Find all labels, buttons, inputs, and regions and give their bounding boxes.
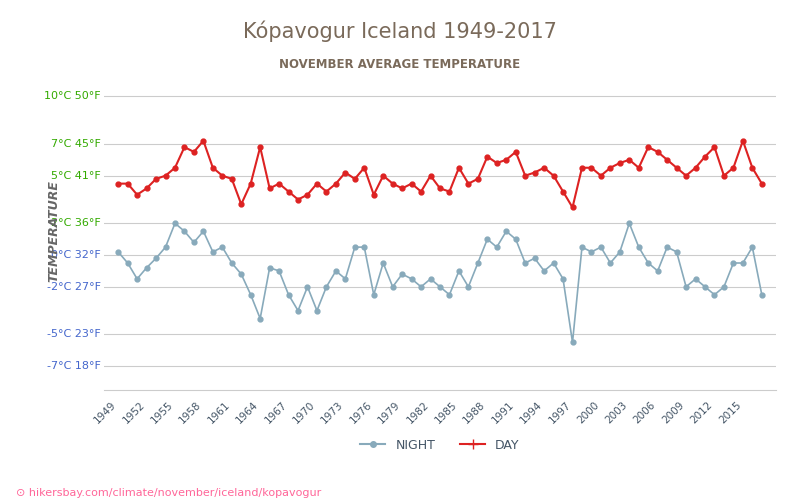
Text: 10°C 50°F: 10°C 50°F [44, 92, 101, 102]
Text: 0°C 32°F: 0°C 32°F [51, 250, 101, 260]
Text: NOVEMBER AVERAGE TEMPERATURE: NOVEMBER AVERAGE TEMPERATURE [279, 58, 521, 70]
Text: 5°C 41°F: 5°C 41°F [51, 170, 101, 180]
Text: TEMPERATURE: TEMPERATURE [47, 180, 60, 282]
Text: 2°C 36°F: 2°C 36°F [51, 218, 101, 228]
Text: Kópavogur Iceland 1949-2017: Kópavogur Iceland 1949-2017 [243, 20, 557, 42]
Text: -7°C 18°F: -7°C 18°F [46, 361, 101, 371]
Text: ⊙ hikersbay.com/climate/november/iceland/kopavogur: ⊙ hikersbay.com/climate/november/iceland… [16, 488, 322, 498]
Text: 7°C 45°F: 7°C 45°F [50, 139, 101, 149]
Legend: NIGHT, DAY: NIGHT, DAY [355, 434, 525, 457]
Text: -5°C 23°F: -5°C 23°F [47, 330, 101, 340]
Text: -2°C 27°F: -2°C 27°F [46, 282, 101, 292]
